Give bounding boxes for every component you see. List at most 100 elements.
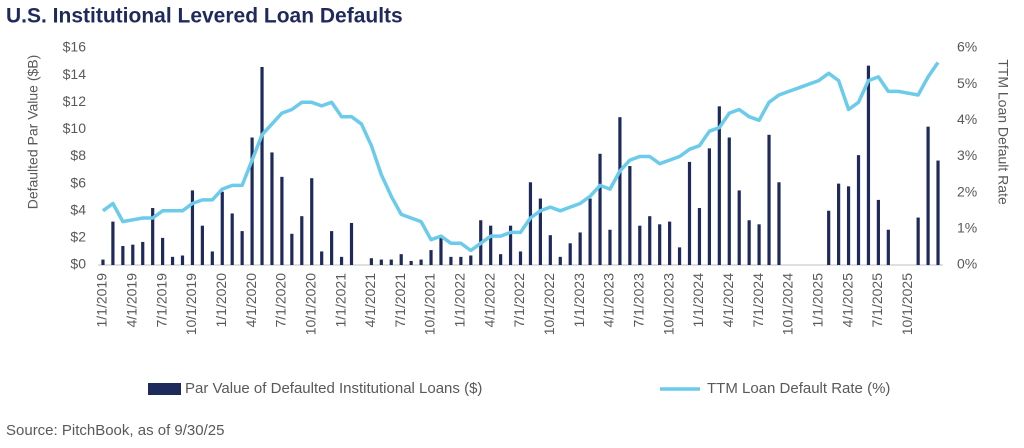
x-tick-label: 7/1/2024 — [750, 273, 766, 328]
bar — [598, 153, 602, 265]
bar — [141, 241, 145, 265]
bar — [499, 254, 503, 265]
y-tick-label: $8 — [70, 147, 86, 163]
x-tick-label: 1/1/2024 — [690, 273, 706, 328]
bar — [648, 216, 652, 265]
x-tick-label: 7/1/2025 — [869, 273, 885, 328]
bar — [757, 224, 761, 265]
bar — [121, 246, 125, 265]
x-tick-label: 4/1/2025 — [839, 273, 855, 328]
bar — [459, 256, 463, 265]
y2-tick-label: 0% — [957, 256, 977, 272]
bar — [618, 117, 622, 265]
x-tick-label: 7/1/2021 — [392, 273, 408, 328]
y2-tick-label: 1% — [957, 220, 977, 236]
bar — [717, 106, 721, 265]
x-tick-label: 4/1/2024 — [720, 273, 736, 328]
bar — [170, 256, 175, 265]
bar — [489, 225, 493, 265]
bar — [737, 190, 741, 265]
y-tick-label: $16 — [63, 39, 87, 55]
x-tick-label: 1/1/2023 — [571, 273, 587, 328]
y2-tick-label: 5% — [957, 75, 977, 91]
y2-axis-title: TTM Loan Default Rate — [995, 59, 1011, 205]
bar — [330, 231, 334, 265]
y2-tick-label: 2% — [957, 183, 977, 199]
bar — [250, 137, 254, 265]
bar — [538, 198, 542, 265]
bar — [856, 155, 861, 265]
bar — [320, 251, 324, 265]
bar — [677, 247, 682, 265]
x-tick-label: 4/1/2019 — [123, 273, 139, 328]
bar — [747, 220, 751, 265]
bar — [379, 259, 383, 265]
bar — [419, 259, 423, 265]
bar — [638, 225, 642, 265]
bar — [846, 186, 851, 265]
y-tick-label: $2 — [70, 229, 86, 245]
bar — [469, 255, 473, 265]
chart-title: U.S. Institutional Levered Loan Defaults — [6, 5, 403, 28]
bar — [608, 229, 612, 265]
bar — [200, 225, 204, 265]
source-note: Source: PitchBook, as of 9/30/25 — [6, 422, 224, 439]
bar — [290, 233, 294, 265]
bar — [230, 213, 234, 265]
bar — [240, 231, 244, 265]
x-tick-label: 10/1/2024 — [780, 273, 796, 335]
x-tick-label: 7/1/2023 — [630, 273, 646, 328]
bar — [866, 65, 871, 265]
bar — [449, 256, 453, 265]
bar — [876, 199, 880, 265]
bar — [508, 225, 513, 265]
y-tick-label: $0 — [70, 256, 86, 272]
y-axis-title: Defaulted Par Value ($B) — [25, 55, 41, 210]
bar — [409, 260, 413, 265]
legend-label: Par Value of Defaulted Institutional Loa… — [185, 380, 482, 397]
y-tick-label: $12 — [63, 93, 87, 109]
x-tick-label: 1/1/2022 — [452, 273, 468, 328]
bar — [518, 251, 523, 265]
bar — [548, 235, 552, 265]
bar — [886, 229, 890, 265]
x-tick-label: 1/1/2021 — [332, 273, 348, 328]
bar — [310, 178, 314, 265]
bar — [349, 222, 354, 265]
bar — [101, 259, 105, 265]
bar — [916, 217, 920, 265]
bar — [827, 210, 831, 265]
bar — [936, 160, 940, 265]
y2-tick-label: 4% — [957, 111, 977, 127]
bar — [300, 216, 304, 265]
y-tick-label: $6 — [70, 174, 86, 190]
x-tick-label: 1/1/2025 — [809, 273, 825, 328]
line — [101, 61, 940, 253]
bar — [658, 224, 662, 265]
y2-tick-label: 3% — [957, 147, 977, 163]
bar — [339, 256, 344, 265]
x-tick-label: 7/1/2022 — [511, 273, 527, 328]
bar — [369, 258, 373, 265]
bar — [926, 126, 930, 265]
x-tick-label: 10/1/2019 — [183, 273, 199, 335]
y-tick-label: $4 — [70, 201, 86, 217]
bar — [568, 243, 572, 265]
x-tick-label: 1/1/2019 — [94, 273, 110, 328]
bar — [558, 256, 562, 265]
bar — [151, 208, 155, 265]
bar — [190, 190, 195, 265]
bar — [668, 221, 672, 265]
bar — [528, 182, 533, 265]
bar — [697, 208, 702, 265]
bar — [628, 165, 632, 265]
bar — [439, 236, 443, 265]
x-tick-label: 10/1/2021 — [422, 273, 438, 335]
legend-swatch — [148, 383, 181, 395]
x-tick-label: 10/1/2025 — [899, 273, 915, 335]
x-tick-label: 10/1/2023 — [660, 273, 676, 335]
x-tick-label: 4/1/2022 — [481, 273, 497, 328]
bar — [837, 183, 841, 265]
bar — [260, 66, 264, 265]
